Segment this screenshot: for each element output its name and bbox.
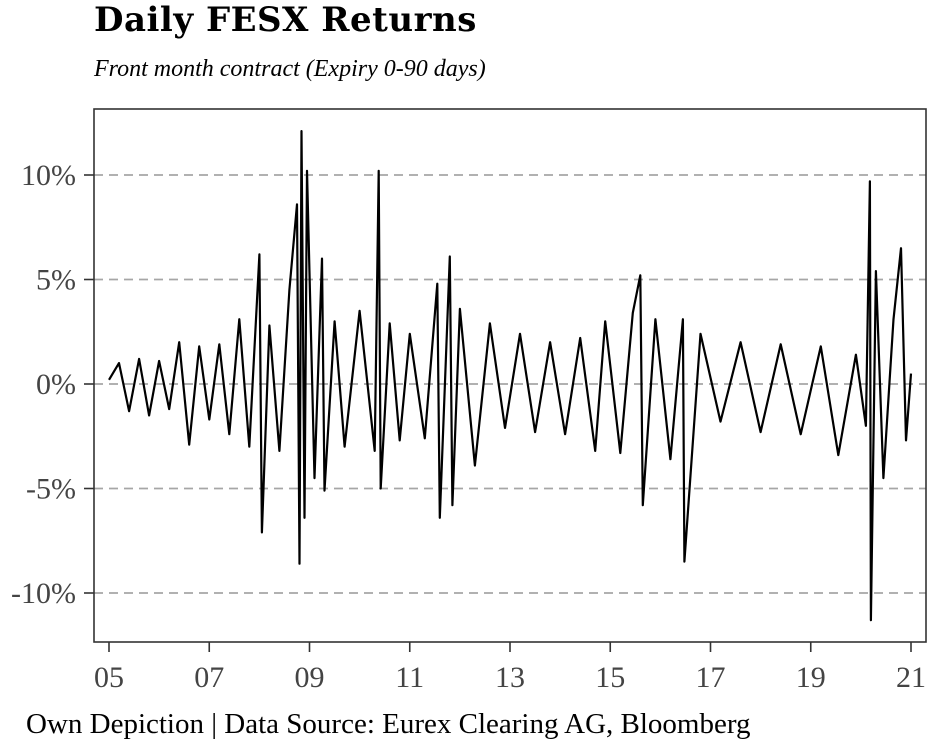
- x-tick-label-8: 21: [896, 661, 926, 694]
- x-tick-label-2: 09: [295, 661, 325, 694]
- series-line-0: [108, 130, 913, 622]
- x-tick-label-7: 19: [796, 661, 826, 694]
- chart-title: Daily FESX Returns: [94, 0, 477, 40]
- x-tick-label-0: 05: [94, 661, 124, 694]
- x-tick-label-5: 15: [595, 661, 625, 694]
- y-tick-label-2: 0%: [36, 368, 76, 401]
- y-tick-label-0: -10%: [11, 577, 76, 610]
- gridlines: [94, 174, 926, 594]
- y-tick-label-4: 10%: [21, 159, 76, 192]
- series-layer: [108, 130, 913, 622]
- y-tick-label-3: 5%: [36, 264, 76, 297]
- x-axis: 05 07 09 11 13 15 17 19 21: [94, 642, 926, 694]
- x-tick-label-1: 07: [194, 661, 224, 694]
- x-tick-label-4: 13: [495, 661, 525, 694]
- y-tick-label-1: -5%: [26, 473, 76, 506]
- plot-panel-border: [93, 108, 927, 643]
- x-tick-label-6: 17: [696, 661, 726, 694]
- x-tick-label-3: 11: [395, 661, 424, 694]
- y-axis: -10% -5% 0% 5% 10%: [11, 159, 94, 610]
- chart-subtitle: Front month contract (Expiry 0-90 days): [94, 56, 486, 82]
- chart-caption: Own Depiction | Data Source: Eurex Clear…: [26, 708, 751, 740]
